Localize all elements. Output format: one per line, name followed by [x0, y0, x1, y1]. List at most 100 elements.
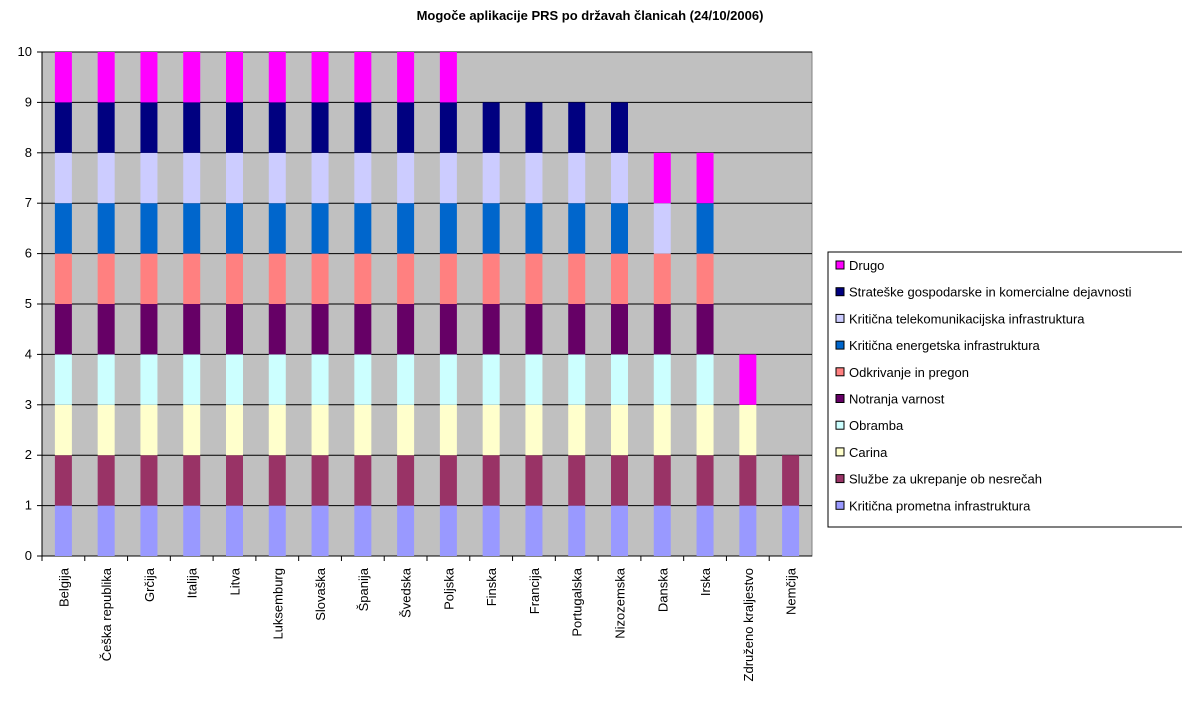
x-tick-label: Finska: [484, 567, 499, 606]
bar-segment: [226, 152, 243, 204]
bar-segment: [653, 354, 671, 405]
bar-segment: [568, 102, 586, 153]
bar-segment: [568, 203, 586, 254]
x-tick-label: Združeno kraljestvo: [741, 568, 756, 681]
legend-label: Kritična energetska infrastruktura: [849, 338, 1041, 353]
y-tick-label: 8: [25, 145, 32, 160]
bar-segment: [226, 253, 243, 304]
bar-segment: [226, 102, 243, 153]
y-tick-label: 3: [25, 397, 32, 412]
bar-segment: [311, 253, 329, 304]
bar-segment: [54, 152, 72, 204]
bar-segment: [140, 505, 158, 556]
y-tick-label: 5: [25, 296, 32, 311]
legend-label: Strateške gospodarske in komercialne dej…: [849, 285, 1132, 300]
bar-segment: [696, 203, 714, 254]
bar-segment: [397, 253, 415, 304]
bar-segment: [268, 253, 286, 304]
x-tick-label: Irska: [698, 567, 713, 596]
bar-segment: [696, 304, 714, 355]
x-tick-label: Grčija: [142, 567, 157, 602]
bar-segment: [226, 203, 243, 254]
bar-segment: [54, 404, 72, 456]
bar-segment: [482, 203, 500, 254]
bar-segment: [439, 354, 457, 405]
x-tick-label: Nizozemska: [613, 567, 628, 639]
bar-segment: [97, 52, 115, 103]
bar-segment: [696, 455, 714, 506]
bar-segment: [482, 354, 500, 405]
y-tick-label: 4: [25, 346, 32, 361]
bar-segment: [439, 404, 457, 456]
bar-segment: [397, 304, 415, 355]
legend-label: Odkrivanje in pregon: [849, 365, 969, 380]
bar-segment: [611, 404, 628, 456]
bar-segment: [54, 253, 72, 304]
bar-segment: [568, 404, 586, 456]
bar-segment: [525, 505, 543, 556]
bar-segment: [183, 152, 201, 204]
bar-segment: [311, 102, 329, 153]
bar-segment: [568, 152, 586, 204]
bar-segment: [739, 455, 757, 506]
legend-swatch: [835, 367, 845, 377]
bar-segment: [54, 455, 72, 506]
bar-segment: [97, 505, 115, 556]
legend-label: Carina: [849, 445, 888, 460]
bar-segment: [354, 304, 372, 355]
x-tick-label: Francija: [527, 567, 542, 614]
bar-segment: [653, 455, 671, 506]
bar-segment: [183, 203, 201, 254]
bar-segment: [354, 505, 372, 556]
bar-segment: [54, 102, 72, 153]
bar-segment: [97, 455, 115, 506]
bar-segment: [525, 152, 543, 204]
x-tick-label: Portugalska: [570, 567, 585, 636]
x-tick-label: Nemčija: [784, 567, 799, 615]
bar-segment: [354, 152, 372, 204]
bar-segment: [54, 52, 72, 103]
bar-segment: [226, 455, 243, 506]
bar-segment: [611, 304, 628, 355]
x-tick-label: Poljska: [441, 567, 456, 610]
bar-segment: [611, 102, 628, 153]
bar-segment: [268, 203, 286, 254]
legend-label: Kritična prometna infrastruktura: [849, 498, 1031, 513]
bar-segment: [482, 505, 500, 556]
bar-segment: [568, 253, 586, 304]
legend-swatch: [835, 394, 845, 403]
legend-swatch: [835, 260, 845, 270]
bar-segment: [782, 505, 800, 556]
bar-segment: [97, 152, 115, 204]
bar-segment: [311, 52, 329, 103]
legend-box: [827, 251, 1182, 528]
bar-segment: [54, 304, 72, 355]
bar-segment: [311, 152, 329, 204]
bar-segment: [354, 253, 372, 304]
bar-segment: [439, 505, 457, 556]
bar-segment: [54, 354, 72, 405]
bar-segment: [611, 505, 628, 556]
bar-segment: [568, 354, 586, 405]
bar-segment: [653, 152, 671, 204]
y-tick-label: 1: [25, 498, 32, 513]
bar-segment: [439, 102, 457, 153]
bar-segment: [439, 455, 457, 506]
bar-segment: [568, 455, 586, 506]
legend-swatch: [835, 474, 845, 484]
bar-segment: [397, 404, 415, 456]
bar-segment: [568, 304, 586, 355]
bar-segment: [140, 304, 158, 355]
bar-segment: [311, 354, 329, 405]
bar-segment: [653, 404, 671, 456]
bar-segment: [482, 102, 500, 153]
bar-segment: [354, 203, 372, 254]
bar-segment: [183, 455, 201, 506]
bar-segment: [140, 203, 158, 254]
x-tick-label: Italija: [185, 567, 200, 598]
bar-segment: [525, 455, 543, 506]
bar-segment: [97, 253, 115, 304]
bar-segment: [397, 52, 415, 103]
bar-segment: [611, 354, 628, 405]
